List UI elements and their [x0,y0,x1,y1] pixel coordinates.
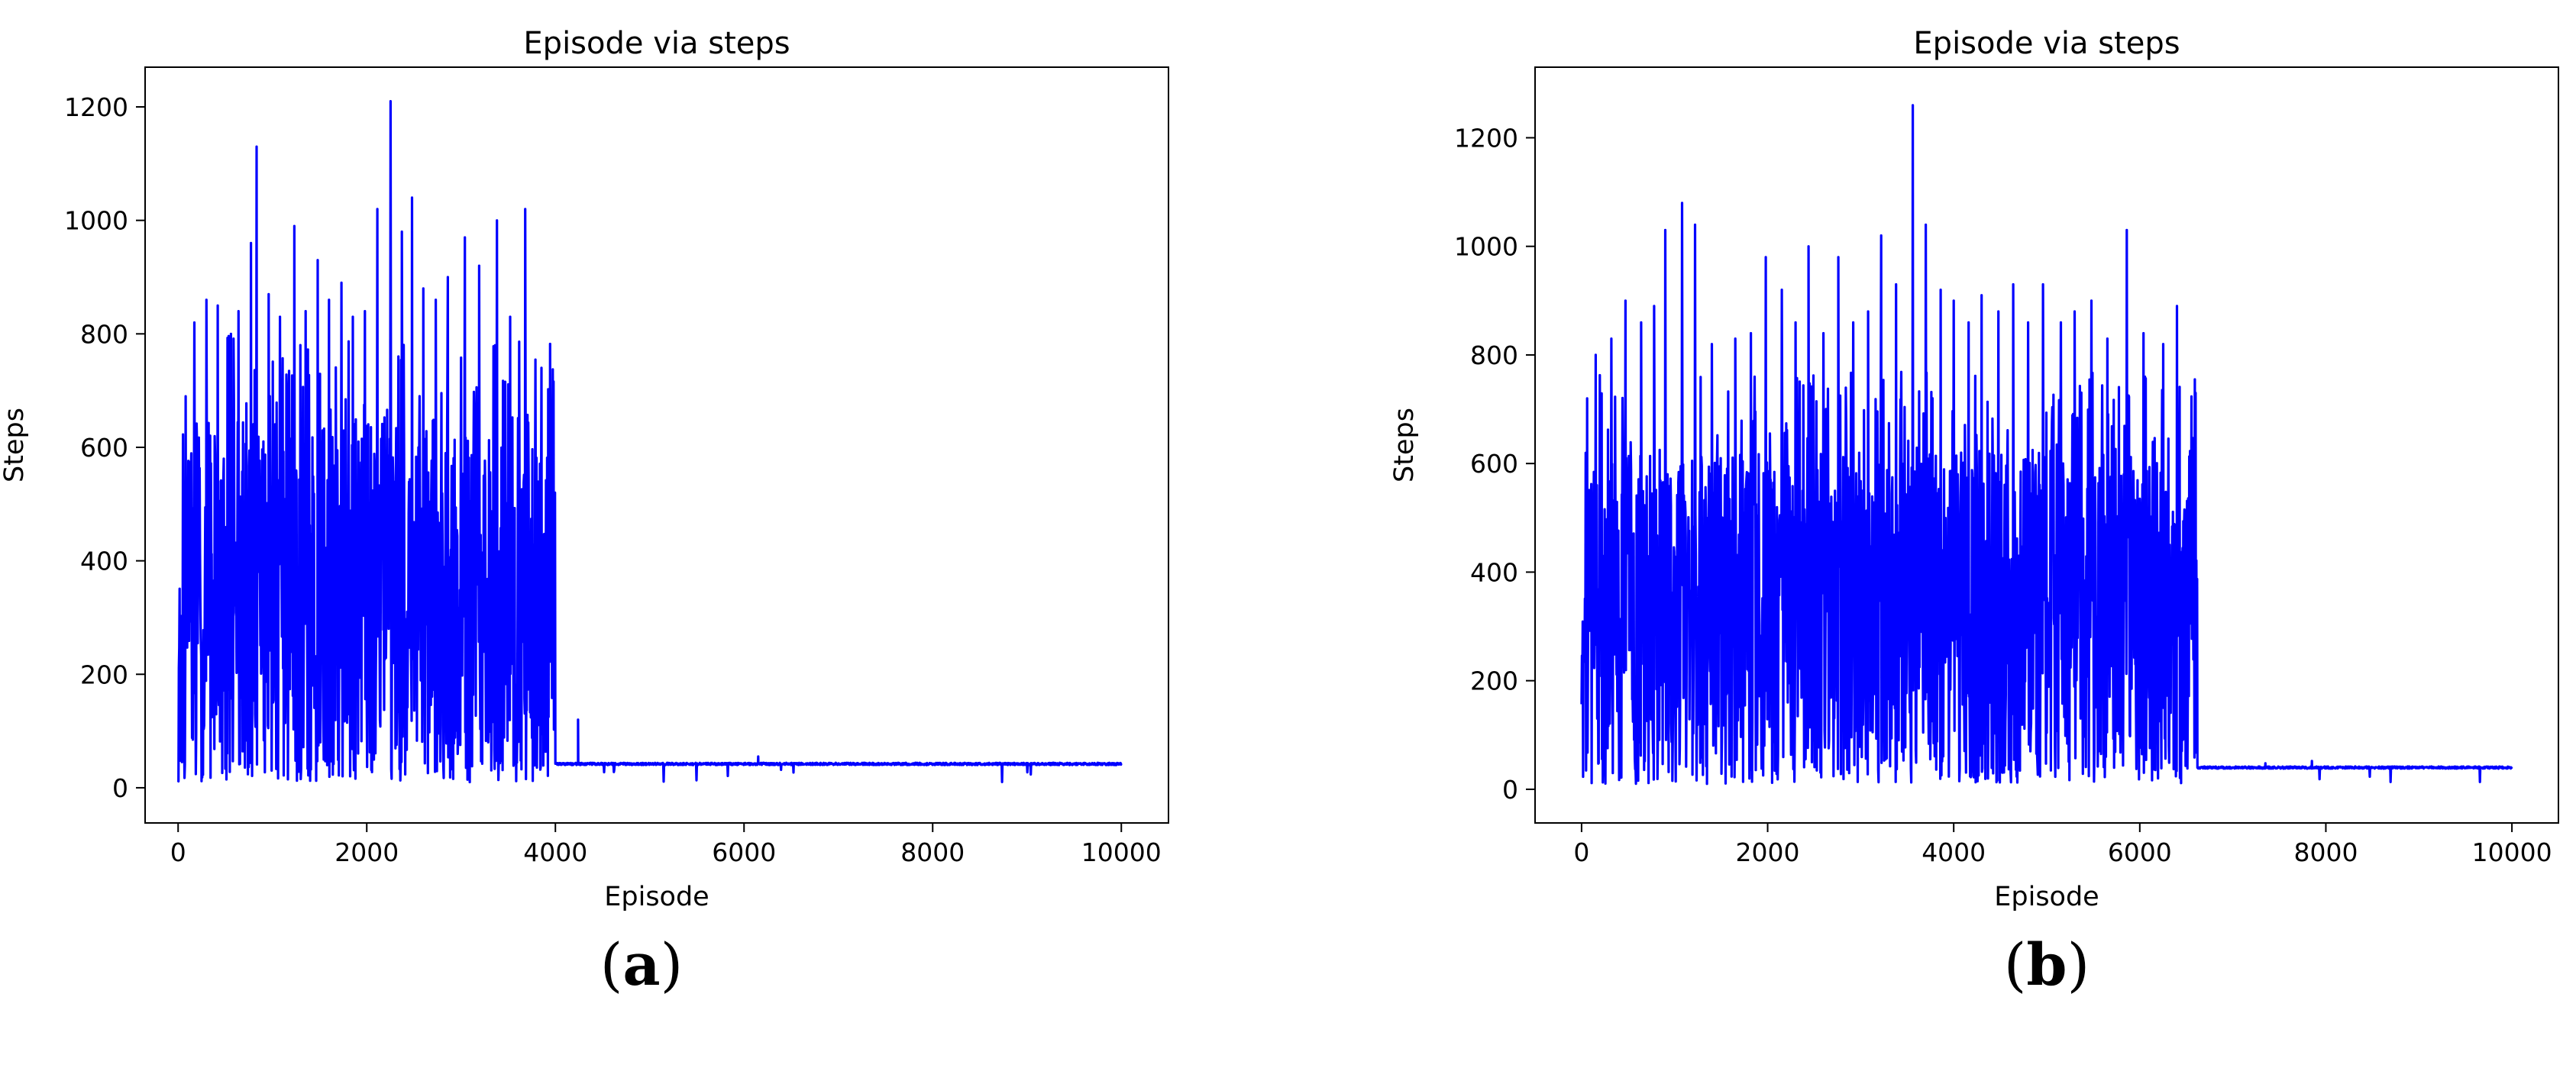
y-tick-label: 1000 [64,206,128,236]
y-tick-label: 0 [112,773,128,803]
chart-title: Episode via steps [1913,26,2180,61]
y-tick-label: 1000 [1454,232,1518,262]
x-tick-label: 0 [1573,837,1589,867]
y-tick-label: 400 [1470,557,1518,587]
x-tick-label: 0 [170,837,186,867]
series-line-2 [1580,104,2513,786]
chart-panel-1: 0 2000 4000 6000 8000 10000 0 200 400 600 800 1000 1… [0,26,1169,999]
y-tick-label: 1200 [64,92,128,122]
y-tick-label: 600 [80,433,128,463]
y-tick-label: 400 [80,547,128,576]
x-tick-label: 6000 [2108,837,2172,867]
x-tick-label: 8000 [2293,837,2358,867]
y-tick-label: 800 [1470,340,1518,370]
y-tick-label: 0 [1502,775,1518,805]
y-tick-label: 200 [1470,666,1518,696]
y-tick-label: 800 [80,319,128,349]
caption-paren: ( [2004,931,2027,999]
x-tick-label: 2000 [335,837,399,867]
y-tick-label: 200 [80,660,128,689]
series-line-1 [176,100,1123,784]
x-tick-label: 10000 [2472,837,2552,867]
x-tick-label: 10000 [1081,837,1162,867]
y-axis-label: Steps [1389,408,1420,482]
x-tick-label: 6000 [712,837,776,867]
caption-paren: ) [2067,931,2090,999]
x-tick-label: 4000 [523,837,587,867]
caption-paren: ) [661,931,684,999]
x-tick-label: 2000 [1736,837,1800,867]
subfigure-caption: (a) [600,931,684,999]
caption-paren: ( [600,931,623,999]
x-axis-label: Episode [604,882,709,912]
subfigure-caption: (b) [2004,931,2090,999]
plot-frame [144,66,1169,824]
y-tick-label: 1200 [1454,123,1518,153]
chart-panel-2: 0 2000 4000 6000 8000 10000 0 200 400 600 800 1000 1… [1389,26,2559,999]
caption-letter: a [622,931,660,999]
chart-title: Episode via steps [523,26,790,61]
x-tick-label: 4000 [1921,837,1986,867]
y-tick-label: 600 [1470,449,1518,479]
caption-letter: b [2026,931,2067,999]
x-tick-label: 8000 [900,837,965,867]
y-axis-label: Steps [0,408,30,482]
x-axis-label: Episode [1994,882,2099,912]
plot-frame [1534,66,2559,824]
